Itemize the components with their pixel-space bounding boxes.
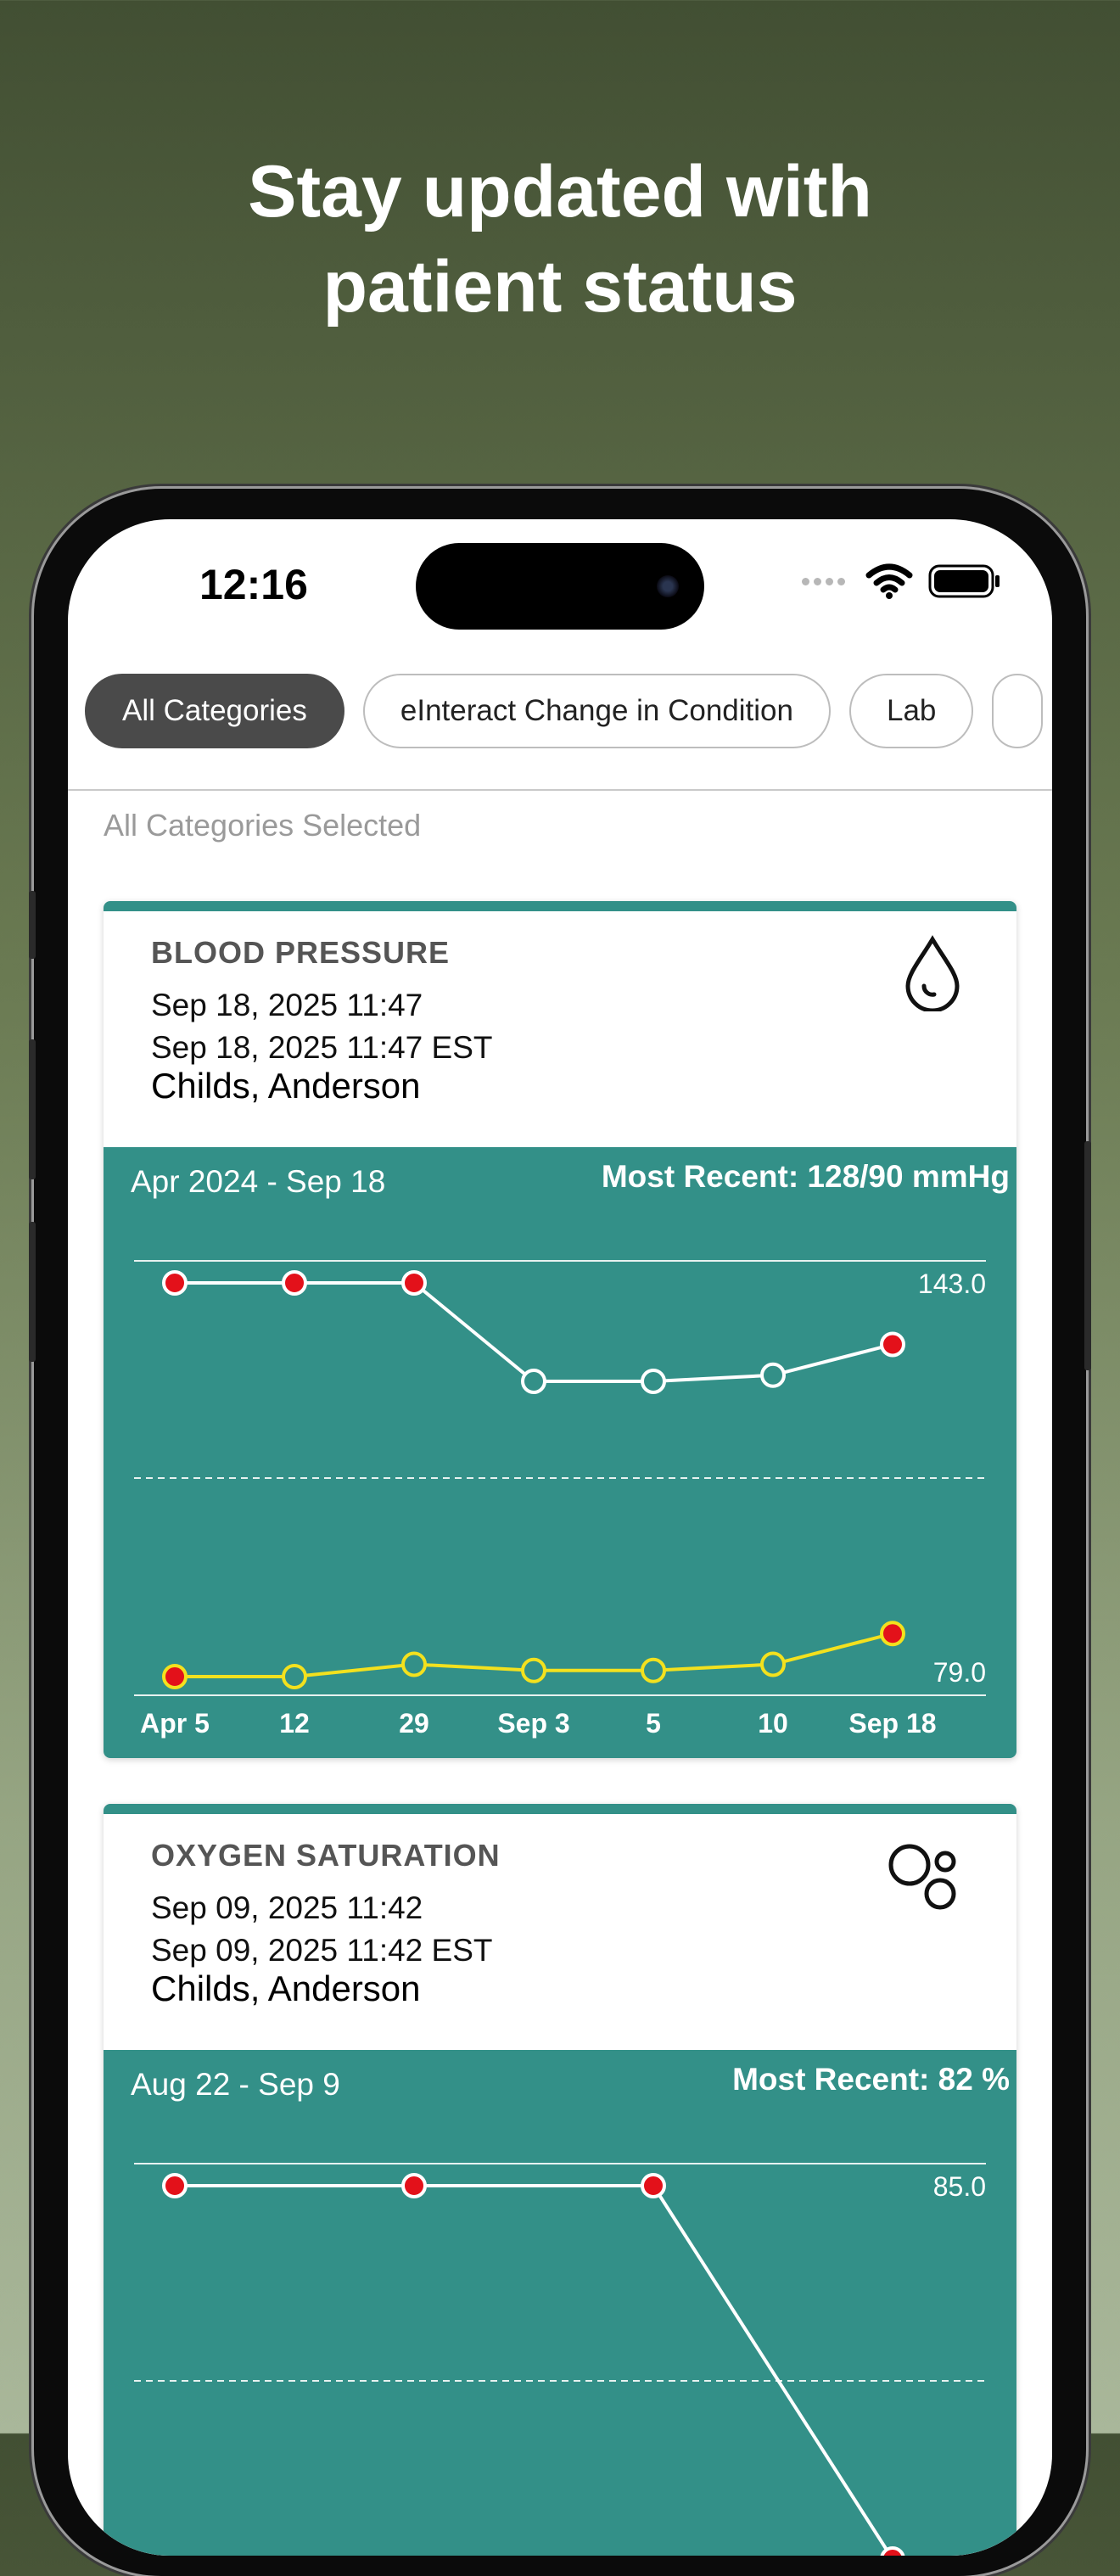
selected-categories-text: All Categories Selected <box>104 808 422 843</box>
chart-canvas: 143.0 79.0 Apr 5 12 29 Sep 3 5 10 Sep 18 <box>134 1260 986 1739</box>
blood-pressure-card[interactable]: BLOOD PRESSURE Sep 18, 2025 11:47 Sep 18… <box>104 901 1016 1758</box>
data-point <box>162 1270 188 1296</box>
y-max-label: 143.0 <box>918 1268 986 1299</box>
most-recent-value: Most Recent: 128/90 mmHg <box>601 1159 1010 1194</box>
data-point <box>162 1664 188 1689</box>
data-point <box>521 1369 546 1394</box>
series-line-0 <box>175 2184 893 2556</box>
patient-name: Childs, Anderson <box>151 1968 421 2008</box>
power-button <box>1084 1141 1091 1370</box>
data-point <box>401 2173 427 2198</box>
data-point <box>162 2173 188 2198</box>
data-point <box>401 1270 427 1296</box>
x-tick-label: 10 <box>758 1708 788 1739</box>
wifi-icon <box>865 563 913 599</box>
bubbles-icon <box>888 1844 956 1910</box>
date-range: Aug 22 - Sep 9 <box>131 2067 340 2102</box>
x-tick-label: 12 <box>279 1708 310 1739</box>
card-timestamp-est: Sep 18, 2025 11:47 EST <box>151 1030 493 1065</box>
data-point <box>521 1657 546 1683</box>
card-timestamp-est: Sep 09, 2025 11:42 EST <box>151 1933 493 1968</box>
data-point <box>641 2173 666 2198</box>
blood-pressure-chart: 143.0 79.0 Apr 5 12 29 Sep 3 5 10 Sep 18 Apr 202… <box>104 1147 1016 1758</box>
chip-partial[interactable] <box>992 674 1044 748</box>
status-icons <box>802 563 1001 599</box>
category-filter-chips: All Categories eInteract Change in Condi… <box>85 674 1044 752</box>
headline: Stay updated with patient status <box>0 144 1120 334</box>
data-point <box>641 1369 666 1394</box>
data-point <box>282 1664 307 1689</box>
x-tick-label: 5 <box>646 1708 661 1739</box>
card-timestamp: Sep 09, 2025 11:42 <box>151 1890 423 1925</box>
data-point <box>880 1621 905 1647</box>
most-recent-value: Most Recent: 82 % <box>732 2062 1010 2097</box>
cellular-signal-icon <box>802 577 845 585</box>
battery-icon <box>928 564 1000 598</box>
y-max-label: 85.0 <box>933 2171 986 2202</box>
phone-screen: 12:16 All Categories eInteract Change in… <box>68 519 1052 2556</box>
data-point <box>760 1362 786 1388</box>
action-button <box>29 891 36 959</box>
x-tick-label: 29 <box>399 1708 429 1739</box>
data-point <box>282 1270 307 1296</box>
patient-name: Childs, Anderson <box>151 1066 421 1106</box>
divider <box>68 789 1052 791</box>
data-point <box>880 2546 905 2556</box>
chip-all-categories[interactable]: All Categories <box>85 674 344 748</box>
data-point <box>401 1651 427 1677</box>
chip-lab[interactable]: Lab <box>848 674 974 748</box>
headline-line-2: patient status <box>322 246 798 328</box>
chart-canvas: 85.0 <box>134 2163 986 2556</box>
card-timestamp: Sep 18, 2025 11:47 <box>151 988 423 1022</box>
volume-down-button <box>29 1222 36 1362</box>
data-point <box>880 1331 905 1358</box>
card-title: BLOOD PRESSURE <box>151 935 451 970</box>
date-range: Apr 2024 - Sep 18 <box>131 1164 386 1199</box>
headline-line-1: Stay updated with <box>248 151 872 232</box>
x-tick-label: Apr 5 <box>140 1708 210 1739</box>
volume-up-button <box>29 1039 36 1179</box>
oxygen-saturation-chart: 85.0 Aug 22 - Sep 9 Most Recent: 82 % <box>104 2050 1016 2556</box>
chip-einteract-change-in-condition[interactable]: eInteract Change in Condition <box>362 674 831 748</box>
series-line-0 <box>175 1281 893 1383</box>
x-tick-label: Sep 18 <box>848 1708 936 1739</box>
status-time: 12:16 <box>199 561 308 608</box>
card-title: OXYGEN SATURATION <box>151 1838 501 1873</box>
y-min-label: 79.0 <box>933 1657 986 1688</box>
x-tick-label: Sep 3 <box>497 1708 569 1739</box>
oxygen-saturation-card[interactable]: OXYGEN SATURATION Sep 09, 2025 11:42 Sep… <box>104 1804 1016 2556</box>
data-point <box>641 1657 666 1683</box>
dynamic-island <box>416 543 704 630</box>
data-point <box>760 1651 786 1677</box>
droplet-icon <box>905 935 960 1011</box>
